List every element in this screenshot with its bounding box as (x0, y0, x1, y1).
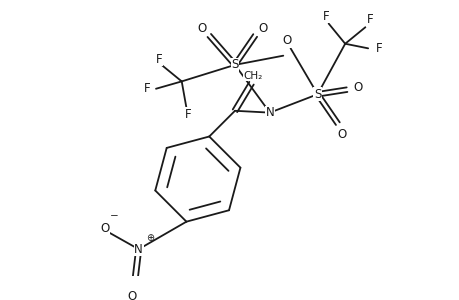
Text: N: N (265, 106, 274, 119)
Text: O: O (257, 22, 267, 34)
Text: O: O (282, 34, 291, 47)
Text: F: F (143, 82, 150, 95)
Text: CH₂: CH₂ (243, 71, 263, 81)
Text: O: O (197, 22, 206, 34)
Text: F: F (155, 53, 162, 66)
Text: F: F (322, 10, 329, 23)
Text: O: O (100, 222, 109, 235)
Text: F: F (375, 42, 381, 55)
Text: ⊕: ⊕ (146, 233, 153, 243)
Text: F: F (366, 14, 373, 26)
Text: F: F (185, 108, 191, 121)
Text: O: O (353, 81, 362, 94)
Text: S: S (313, 88, 321, 101)
Text: O: O (127, 290, 137, 300)
Text: S: S (231, 58, 238, 71)
Text: O: O (337, 128, 346, 141)
Text: N: N (134, 243, 143, 256)
Text: −: − (109, 211, 118, 221)
